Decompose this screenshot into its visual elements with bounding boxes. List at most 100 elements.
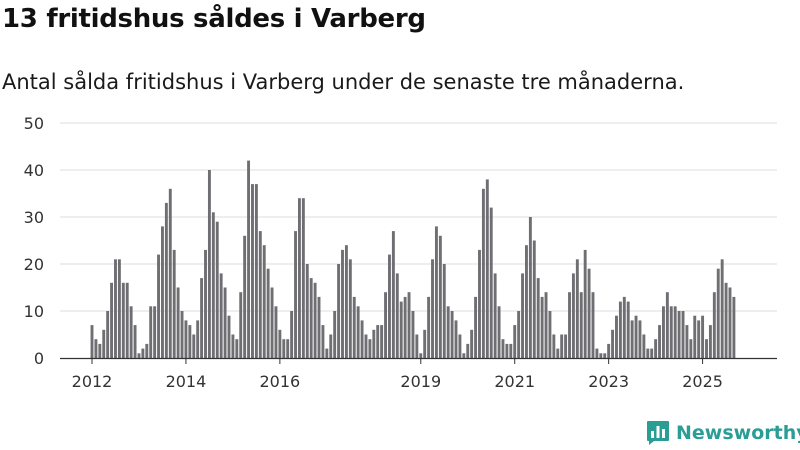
bar <box>388 254 391 358</box>
x-tick-label: 2016 <box>260 372 301 391</box>
y-tick-label: 0 <box>34 349 44 368</box>
bar <box>552 334 556 358</box>
bar <box>427 296 431 358</box>
bar <box>607 343 611 358</box>
bar <box>348 259 352 358</box>
bar <box>599 353 603 358</box>
bar <box>125 282 129 358</box>
bar <box>571 273 575 358</box>
bar <box>442 264 446 358</box>
bar <box>313 282 317 358</box>
bar <box>665 292 669 358</box>
y-tick-label: 20 <box>24 255 44 274</box>
bar <box>654 339 658 358</box>
bar <box>544 292 548 358</box>
bar <box>697 320 701 358</box>
bar <box>333 311 337 358</box>
bar <box>603 353 607 358</box>
bar <box>137 353 141 358</box>
bar <box>114 259 117 358</box>
bar <box>634 315 638 358</box>
bar <box>434 226 438 358</box>
bar <box>662 306 665 358</box>
bar <box>223 287 227 358</box>
bar <box>110 282 114 358</box>
bar <box>215 221 219 358</box>
bar <box>399 301 403 358</box>
bar <box>611 329 615 358</box>
bar <box>251 184 254 358</box>
bar <box>701 315 705 358</box>
bar <box>270 287 274 358</box>
bar <box>716 268 720 358</box>
bar <box>693 315 697 358</box>
bar <box>595 348 599 358</box>
bar <box>720 259 724 358</box>
bar <box>646 348 650 358</box>
x-tick-label: 2025 <box>682 372 723 391</box>
bar <box>168 188 172 358</box>
bar <box>560 334 564 358</box>
bar <box>626 301 630 358</box>
y-tick-label: 10 <box>24 302 44 321</box>
bar <box>161 226 164 358</box>
brand-name: Newsworthy <box>676 422 800 444</box>
bar <box>407 292 411 358</box>
bar <box>247 160 251 358</box>
bar <box>419 353 423 358</box>
bar <box>556 348 560 358</box>
newsworthy-brand: Newsworthy <box>646 420 800 446</box>
bar <box>681 311 685 358</box>
bar <box>294 231 297 358</box>
bar <box>94 339 98 358</box>
bar <box>728 287 732 358</box>
bar <box>454 320 458 358</box>
bar <box>450 311 454 358</box>
bar <box>301 198 305 358</box>
bar <box>513 325 517 358</box>
bar <box>153 306 157 358</box>
bar <box>521 273 524 358</box>
bar <box>497 306 501 358</box>
bar <box>239 292 243 358</box>
bar <box>673 306 677 358</box>
bar <box>505 343 509 358</box>
bar <box>669 306 673 358</box>
bar <box>395 273 399 358</box>
bar <box>266 268 270 358</box>
bar <box>732 296 736 358</box>
bar <box>360 320 364 358</box>
bar <box>525 245 528 358</box>
bar <box>184 320 188 358</box>
bar <box>501 339 505 358</box>
bar <box>712 292 716 358</box>
bar <box>462 353 466 358</box>
bar <box>145 343 149 358</box>
bar <box>157 254 160 358</box>
bar <box>344 245 348 358</box>
bar <box>423 329 427 358</box>
bar <box>415 334 419 358</box>
bar <box>188 325 192 358</box>
bar <box>176 287 180 358</box>
bar <box>207 170 211 358</box>
bar <box>536 278 540 358</box>
bar <box>591 292 595 358</box>
bar <box>431 259 434 358</box>
bar <box>321 325 325 358</box>
bar <box>384 292 387 358</box>
bar <box>677 311 681 358</box>
bar <box>689 339 693 358</box>
bar <box>102 329 106 358</box>
bar <box>364 334 368 358</box>
bar <box>685 325 689 358</box>
bar <box>282 339 286 358</box>
bar <box>380 325 384 358</box>
x-tick-label: 2019 <box>400 372 441 391</box>
bar <box>164 202 168 358</box>
bar <box>622 296 626 358</box>
bar <box>196 320 200 358</box>
bar <box>121 282 125 358</box>
bar <box>493 273 497 358</box>
bar <box>446 306 450 358</box>
